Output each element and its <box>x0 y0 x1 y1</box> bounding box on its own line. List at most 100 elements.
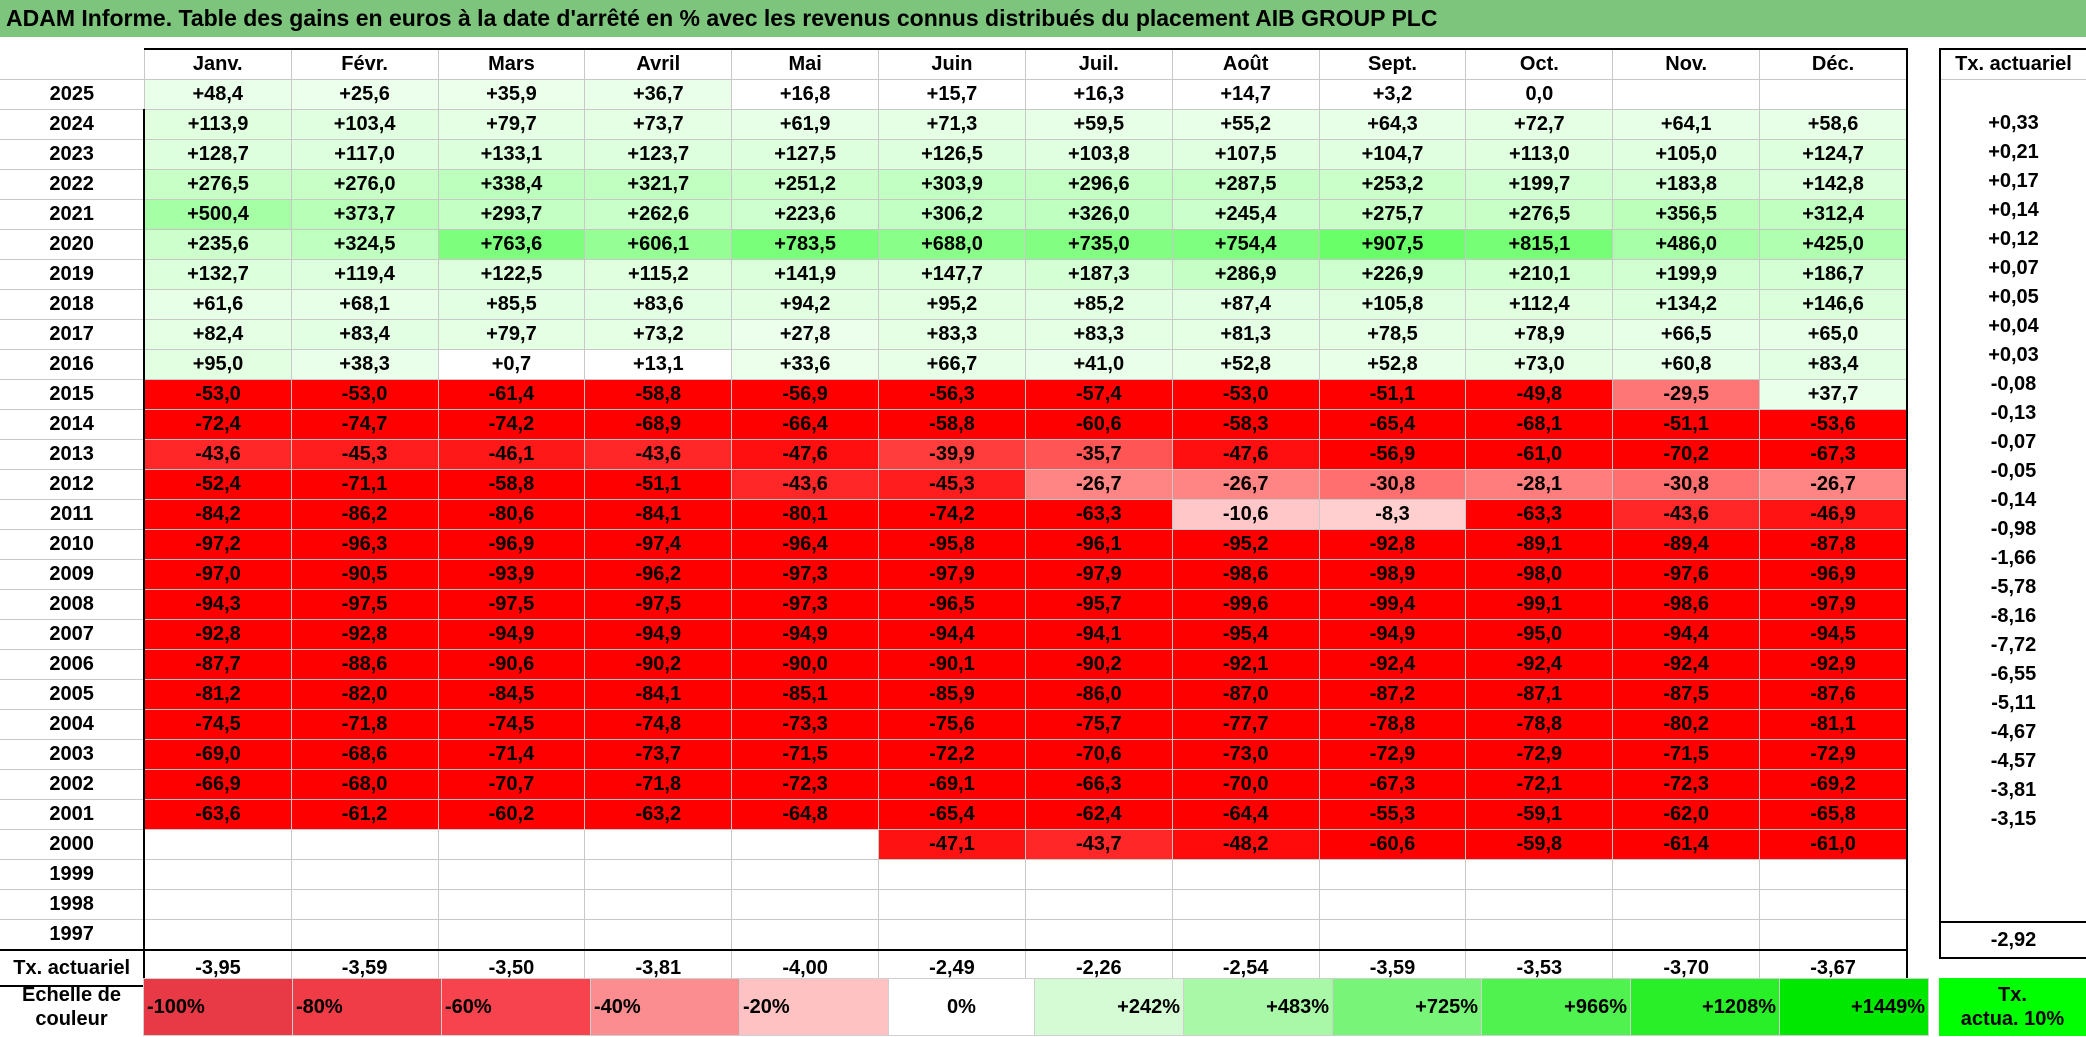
rate-cell: -5,11 <box>1939 689 2086 718</box>
gains-table: Janv. Févr. Mars Avril Mai Juin Juil. Août Sept.… <box>0 48 1909 987</box>
year-label: 2005 <box>0 679 145 710</box>
gain-cell: -53,0 <box>143 379 292 410</box>
table-row: 2004 -74,5 -71,8 -74,5 -74,8 -73,3 -75,6 -75,7-… <box>0 709 1909 740</box>
gain-cell: +113,0 <box>1465 139 1614 170</box>
month-header: Nov. <box>1612 48 1761 80</box>
gain-cell: -51,1 <box>1318 379 1467 410</box>
gain-cell: -63,3 <box>1024 499 1173 530</box>
gain-cell: +64,1 <box>1612 109 1761 140</box>
gain-cell: -71,5 <box>1612 739 1761 770</box>
table-row: 2000 -47,1 -43,7 -48,2 -60,6 -59,8 -61,4 -61,0 <box>0 829 1909 860</box>
gain-cell: -96,9 <box>437 529 586 560</box>
gain-cell: +815,1 <box>1465 229 1614 260</box>
gain-cell: -43,6 <box>731 469 880 500</box>
gain-cell: -58,3 <box>1171 409 1320 440</box>
rate-row: +0,04 <box>1939 312 2086 341</box>
gain-cell: +66,5 <box>1612 319 1761 350</box>
scale-cell: -40% <box>590 978 740 1036</box>
gain-cell: +251,2 <box>731 169 880 200</box>
gain-cell: -53,0 <box>1171 379 1320 410</box>
rate-cell: -5,78 <box>1939 573 2086 602</box>
gain-cell: -56,9 <box>1318 439 1467 470</box>
gain-cell: -97,5 <box>290 589 439 620</box>
gain-cell: -98,6 <box>1171 559 1320 590</box>
gain-cell: +735,0 <box>1024 229 1173 260</box>
gain-cell: -71,8 <box>584 769 733 800</box>
scale-label: Echelle de couleur <box>0 979 144 1036</box>
gain-cell <box>1171 859 1320 890</box>
gain-cell: -92,4 <box>1612 649 1761 680</box>
table-row: 2002 -66,9 -68,0 -70,7 -71,8 -72,3 -69,1 -66,3-… <box>0 769 1909 800</box>
gain-cell <box>1024 859 1173 890</box>
gain-cell: -96,9 <box>1759 559 1909 590</box>
gain-cell: +3,2 <box>1318 79 1467 110</box>
gain-cell: -90,6 <box>437 649 586 680</box>
gain-cell: -63,3 <box>1465 499 1614 530</box>
gain-cell <box>1318 889 1467 920</box>
year-label: 2006 <box>0 649 145 680</box>
gain-cell: -64,8 <box>731 799 880 830</box>
rate-cell: +0,14 <box>1939 196 2086 225</box>
gain-cell: -68,1 <box>1465 409 1614 440</box>
rate-cell: -6,55 <box>1939 660 2086 689</box>
gain-cell: +83,4 <box>290 319 439 350</box>
month-header: Sept. <box>1318 48 1467 80</box>
gain-cell: -87,0 <box>1171 679 1320 710</box>
year-label: 1999 <box>0 859 145 890</box>
gain-cell: -78,8 <box>1318 709 1467 740</box>
rate-row <box>1939 79 2086 109</box>
gain-cell: +105,0 <box>1612 139 1761 170</box>
gain-cell: -68,0 <box>290 769 439 800</box>
rate-row <box>1939 892 2086 922</box>
gain-cell <box>1318 859 1467 890</box>
gain-cell: +52,8 <box>1171 349 1320 380</box>
gain-cell: +907,5 <box>1318 229 1467 260</box>
scale-cell: +1208% <box>1630 978 1780 1036</box>
gain-cell <box>290 829 439 860</box>
gain-cell: -74,7 <box>290 409 439 440</box>
rate-cell: -3,15 <box>1939 805 2086 834</box>
gain-cell: -43,7 <box>1024 829 1173 860</box>
rate-cell: -0,14 <box>1939 486 2086 515</box>
gain-cell: -86,0 <box>1024 679 1173 710</box>
gain-cell: -26,7 <box>1759 469 1909 500</box>
gain-cell: +132,7 <box>143 259 292 290</box>
gain-cell <box>1171 919 1320 951</box>
year-label: 2025 <box>0 79 145 110</box>
gain-cell: -70,2 <box>1612 439 1761 470</box>
gain-cell: -63,2 <box>584 799 733 830</box>
table-row: 2017 +82,4 +83,4 +79,7 +73,2 +27,8 +83,3 +83,3 +… <box>0 319 1909 350</box>
gain-cell: -62,0 <box>1612 799 1761 830</box>
gain-cell: -90,5 <box>290 559 439 590</box>
rate-cell: -4,67 <box>1939 718 2086 747</box>
gain-cell: -96,2 <box>584 559 733 590</box>
gain-cell: +78,9 <box>1465 319 1614 350</box>
gain-cell <box>1612 889 1761 920</box>
gain-cell: +321,7 <box>584 169 733 200</box>
gain-cell: -97,9 <box>1759 589 1909 620</box>
gain-cell: -71,8 <box>290 709 439 740</box>
rate-cell: +0,03 <box>1939 341 2086 370</box>
rate-row: -3,81 <box>1939 776 2086 805</box>
gain-cell: +146,6 <box>1759 289 1909 320</box>
table-row: 2009 -97,0 -90,5 -93,9 -96,2 -97,3 -97,9 -97,9-… <box>0 559 1909 590</box>
gain-cell: -92,8 <box>1318 529 1467 560</box>
gain-cell <box>1612 919 1761 951</box>
gain-cell: -90,2 <box>584 649 733 680</box>
gain-cell: -45,3 <box>290 439 439 470</box>
gain-cell: -74,5 <box>437 709 586 740</box>
rate-row: -5,11 <box>1939 689 2086 718</box>
table-row: 2021 +500,4 +373,7 +293,7 +262,6 +223,6 +306,2… <box>0 199 1909 230</box>
gain-cell: -58,8 <box>437 469 586 500</box>
gain-cell: -84,1 <box>584 499 733 530</box>
gain-cell: -94,9 <box>584 619 733 650</box>
rate-cell: -0,98 <box>1939 515 2086 544</box>
gain-cell: -98,9 <box>1318 559 1467 590</box>
table-row: 2001 -63,6 -61,2 -60,2 -63,2 -64,8 -65,4 -62,4-… <box>0 799 1909 830</box>
gain-cell: -97,4 <box>584 529 733 560</box>
gain-cell <box>143 889 292 920</box>
table-row: 2024 +113,9 +103,4 +79,7 +73,7 +61,9 +71,3 +59,… <box>0 109 1909 140</box>
gain-cell: -93,9 <box>437 559 586 590</box>
gain-cell: +79,7 <box>437 109 586 140</box>
gain-cell: -75,7 <box>1024 709 1173 740</box>
